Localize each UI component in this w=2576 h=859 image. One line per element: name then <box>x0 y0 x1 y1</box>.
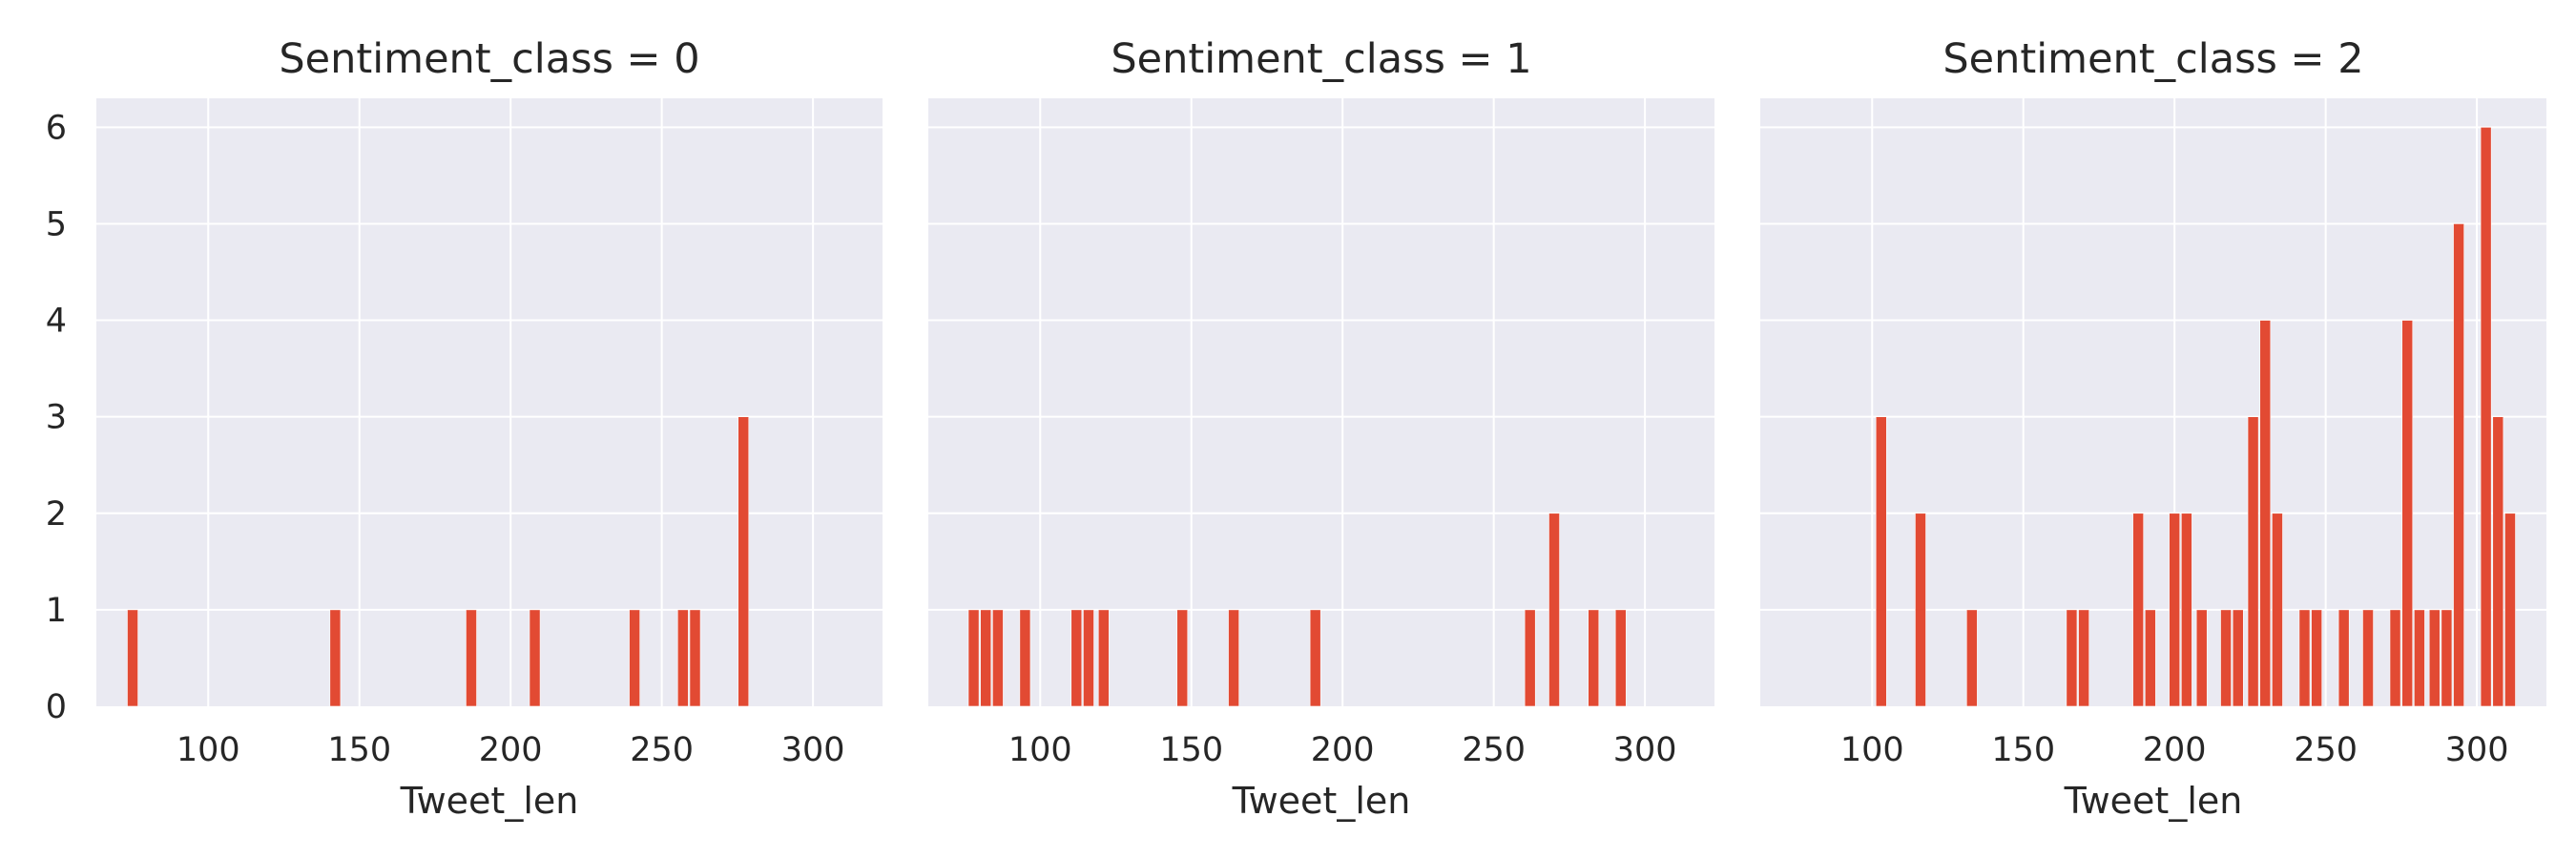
histogram-bar <box>676 609 689 707</box>
plot-area <box>928 98 1714 706</box>
x-axis-label: Tweet_len <box>2064 780 2243 822</box>
x-tick-label: 300 <box>781 731 845 769</box>
histogram-bar <box>1548 513 1560 707</box>
histogram-bar <box>1915 513 1926 707</box>
histogram-bar <box>737 416 750 707</box>
histogram-bar <box>529 609 541 707</box>
histogram-bar <box>2428 609 2441 707</box>
x-tick-label: 250 <box>2294 731 2358 769</box>
histogram-bar <box>1875 416 1887 707</box>
x-tick-label: 200 <box>2143 731 2207 769</box>
x-tick-label: 300 <box>2445 731 2509 769</box>
x-tick-label: 250 <box>630 731 694 769</box>
histogram-bar <box>967 609 980 707</box>
y-tick-label: 1 <box>46 592 67 630</box>
y-tick-label: 2 <box>46 495 67 534</box>
x-tick-label: 100 <box>1840 731 1904 769</box>
x-tick-label: 150 <box>1159 731 1223 769</box>
x-tick-label: 250 <box>1462 731 1526 769</box>
histogram-bar <box>1524 609 1536 707</box>
histogram-bar <box>2504 513 2516 707</box>
panel-title: Sentiment_class = 1 <box>1111 35 1531 83</box>
facet-panel-2: 100 150 200 250 300 Tweet_len Sentiment_class … <box>1760 35 2546 822</box>
histogram-bar <box>1588 609 1600 707</box>
x-tick-label: 100 <box>177 731 240 769</box>
x-axis-label: Tweet_len <box>400 780 579 822</box>
histogram-bar <box>1097 609 1110 707</box>
x-tick-label: 300 <box>1613 731 1677 769</box>
histogram-bar <box>2441 609 2453 707</box>
histogram-bar <box>1176 609 1189 707</box>
histogram-bar <box>2311 609 2322 707</box>
histogram-bar <box>2181 513 2192 707</box>
histogram-bar <box>1019 609 1031 707</box>
histogram-bar <box>1966 609 1978 707</box>
panel-title: Sentiment_class = 0 <box>279 35 699 83</box>
histogram-bar <box>2066 609 2078 707</box>
histogram-bar <box>2247 416 2259 707</box>
histogram-bar <box>2169 513 2181 707</box>
x-tick-label: 150 <box>327 731 391 769</box>
x-axis-label: Tweet_len <box>1232 780 1411 822</box>
histogram-bar <box>2232 609 2244 707</box>
histogram-bar <box>2195 609 2208 707</box>
histogram-bar <box>629 609 640 707</box>
plot-area <box>96 98 883 706</box>
histogram-bar <box>2337 609 2350 707</box>
histogram-bar <box>2132 513 2144 707</box>
x-tick-label: 100 <box>1008 731 1072 769</box>
facet-panel-0: 100 150 200 250 300 0 1 2 3 4 5 6 Tweet_len Sentiment… <box>46 35 883 822</box>
histogram-bar <box>2078 609 2089 707</box>
histogram-bar <box>2144 609 2156 707</box>
x-tick-label: 150 <box>1991 731 2055 769</box>
x-tick-label: 200 <box>479 731 543 769</box>
histogram-bar <box>2272 513 2283 707</box>
y-tick-label: 5 <box>46 205 67 243</box>
histogram-bar <box>329 609 342 707</box>
histogram-bar <box>1309 609 1321 707</box>
histogram-bar <box>2414 609 2425 707</box>
x-tick-label: 200 <box>1311 731 1375 769</box>
histogram-bar <box>1070 609 1083 707</box>
histogram-bar <box>1083 609 1094 707</box>
histogram-bar <box>2492 416 2504 707</box>
histogram-bar <box>127 609 138 707</box>
histogram-bar <box>2453 223 2464 707</box>
histogram-bar <box>1614 609 1627 707</box>
histogram-bar <box>689 609 701 707</box>
histogram-bar <box>2480 127 2492 707</box>
plot-area <box>1760 98 2546 706</box>
panel-title: Sentiment_class = 2 <box>1942 35 2363 83</box>
y-tick-label: 4 <box>46 303 67 341</box>
y-tick-label: 6 <box>46 109 67 147</box>
histogram-bar <box>992 609 1004 707</box>
histogram-bar <box>2220 609 2232 707</box>
facet-panel-1: 100 150 200 250 300 Tweet_len Sentiment_class … <box>928 35 1714 822</box>
histogram-bar <box>2298 609 2311 707</box>
histogram-bar <box>2389 609 2401 707</box>
histogram-bar <box>2259 320 2272 707</box>
histogram-bar <box>980 609 992 707</box>
histogram-bar <box>2401 320 2414 707</box>
histogram-bar <box>466 609 477 707</box>
y-tick-label: 0 <box>46 688 67 726</box>
histogram-bar <box>1228 609 1239 707</box>
y-tick-label: 3 <box>46 399 67 437</box>
histogram-bar <box>2362 609 2374 707</box>
